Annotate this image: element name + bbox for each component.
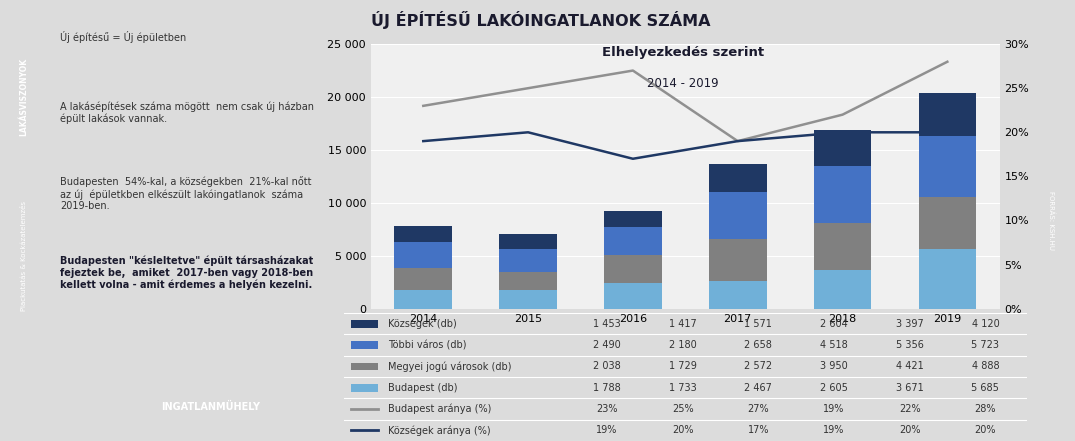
- Text: Budapesten  54%-kal, a községekben  21%-kal nőtt
az új  épületkben elkészült lak: Budapesten 54%-kal, a községekben 21%-ka…: [60, 176, 312, 211]
- Text: Elhelyezkedés szerint: Elhelyezkedés szerint: [602, 46, 763, 59]
- Text: Új építésű = Új épületben: Új építésű = Új épületben: [60, 31, 186, 43]
- Text: Községek (db): Községek (db): [388, 318, 457, 329]
- Text: Többi város (db): Többi város (db): [388, 340, 467, 350]
- Bar: [708, 281, 766, 309]
- Text: 3 397: 3 397: [895, 319, 923, 329]
- Bar: [499, 290, 557, 309]
- Text: 2 605: 2 605: [820, 383, 848, 393]
- Text: 2 467: 2 467: [745, 383, 772, 393]
- Text: 1 729: 1 729: [669, 361, 697, 371]
- Text: 2 180: 2 180: [669, 340, 697, 350]
- Text: 2 038: 2 038: [593, 361, 621, 371]
- Bar: [918, 197, 976, 249]
- Text: 20%: 20%: [672, 425, 693, 435]
- Bar: [918, 93, 976, 136]
- Text: 4 888: 4 888: [972, 361, 999, 371]
- Bar: [499, 234, 557, 249]
- Text: A lakásépítések száma mögött  nem csak új házban
épült lakások vannak.: A lakásépítések száma mögött nem csak új…: [60, 101, 314, 124]
- Bar: [918, 249, 976, 309]
- Bar: [395, 290, 453, 309]
- Text: FORRÁS: KSH.HU: FORRÁS: KSH.HU: [1047, 191, 1055, 250]
- Text: 3 671: 3 671: [895, 383, 923, 393]
- Text: 1 571: 1 571: [745, 319, 772, 329]
- Text: 3 950: 3 950: [820, 361, 848, 371]
- Text: 22%: 22%: [899, 404, 920, 414]
- Bar: [604, 227, 662, 255]
- Text: ÚJ ÉPÍTÉSŰ LAKÓINGATLANOK SZÁMA: ÚJ ÉPÍTÉSŰ LAKÓINGATLANOK SZÁMA: [371, 11, 711, 29]
- Text: 4 120: 4 120: [972, 319, 1000, 329]
- Text: 4 421: 4 421: [895, 361, 923, 371]
- Text: LAKÁSVISZONYOK: LAKÁSVISZONYOK: [19, 58, 29, 136]
- Bar: [350, 341, 378, 349]
- Text: 20%: 20%: [899, 425, 920, 435]
- Bar: [918, 136, 976, 197]
- Text: Piackutatás & Kockázatelemzés: Piackutatás & Kockázatelemzés: [22, 201, 27, 311]
- Text: 27%: 27%: [747, 404, 770, 414]
- Bar: [708, 164, 766, 191]
- Text: 19%: 19%: [823, 404, 845, 414]
- Text: 5 356: 5 356: [895, 340, 923, 350]
- Text: 2014 - 2019: 2014 - 2019: [647, 77, 718, 90]
- Bar: [499, 272, 557, 290]
- Bar: [395, 227, 453, 242]
- Text: 5 723: 5 723: [972, 340, 1000, 350]
- Text: 1 453: 1 453: [593, 319, 621, 329]
- Bar: [604, 211, 662, 227]
- Text: 25%: 25%: [672, 404, 693, 414]
- Bar: [350, 320, 378, 328]
- Text: 1 788: 1 788: [593, 383, 621, 393]
- Text: 23%: 23%: [597, 404, 618, 414]
- Bar: [395, 268, 453, 290]
- Text: Községek aránya (%): Községek aránya (%): [388, 425, 491, 436]
- Text: Budapest (db): Budapest (db): [388, 383, 458, 393]
- Bar: [350, 363, 378, 370]
- Text: Budapest aránya (%): Budapest aránya (%): [388, 404, 491, 414]
- Bar: [499, 249, 557, 272]
- Bar: [814, 270, 872, 309]
- Text: 19%: 19%: [597, 425, 618, 435]
- Text: 2 658: 2 658: [745, 340, 772, 350]
- Text: 2 490: 2 490: [593, 340, 621, 350]
- Bar: [814, 131, 872, 166]
- Bar: [814, 166, 872, 223]
- Bar: [708, 191, 766, 239]
- Text: 1 417: 1 417: [669, 319, 697, 329]
- Text: INGATLANMÜHELY: INGATLANMÜHELY: [161, 402, 260, 412]
- Text: 2 572: 2 572: [744, 361, 773, 371]
- Text: 17%: 17%: [747, 425, 769, 435]
- Bar: [350, 384, 378, 392]
- Bar: [604, 255, 662, 283]
- Text: 1 733: 1 733: [669, 383, 697, 393]
- Text: 19%: 19%: [823, 425, 845, 435]
- Bar: [708, 239, 766, 281]
- Text: 4 518: 4 518: [820, 340, 848, 350]
- Bar: [814, 223, 872, 270]
- Text: Megyei jogú városok (db): Megyei jogú városok (db): [388, 361, 512, 372]
- Text: 5 685: 5 685: [972, 383, 1000, 393]
- Bar: [604, 283, 662, 309]
- Text: 2 604: 2 604: [820, 319, 848, 329]
- Text: Budapesten "késleltetve" épült társasházakat
fejeztek be,  amiket  2017-ben vagy: Budapesten "késleltetve" épült társasház…: [60, 256, 314, 290]
- Text: 20%: 20%: [975, 425, 997, 435]
- Bar: [395, 242, 453, 268]
- Text: 28%: 28%: [975, 404, 997, 414]
